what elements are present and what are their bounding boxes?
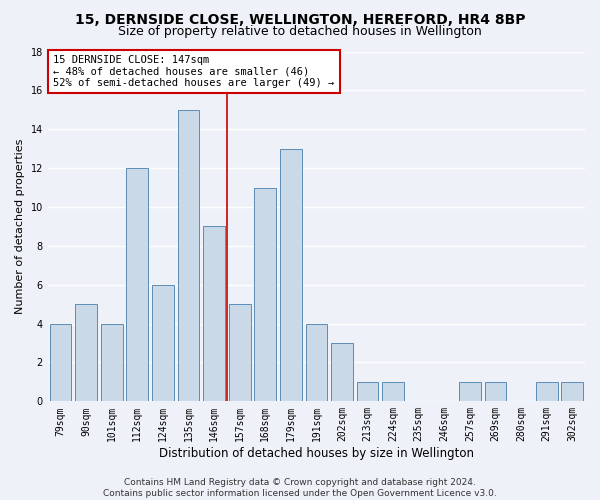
Bar: [254, 188, 276, 402]
Text: Contains HM Land Registry data © Crown copyright and database right 2024.
Contai: Contains HM Land Registry data © Crown c…: [103, 478, 497, 498]
Bar: [536, 382, 557, 402]
Bar: [356, 382, 379, 402]
Bar: [152, 284, 174, 402]
Bar: [331, 343, 353, 402]
Bar: [203, 226, 225, 402]
Bar: [178, 110, 199, 402]
Text: 15, DERNSIDE CLOSE, WELLINGTON, HEREFORD, HR4 8BP: 15, DERNSIDE CLOSE, WELLINGTON, HEREFORD…: [75, 12, 525, 26]
Bar: [485, 382, 506, 402]
Bar: [229, 304, 251, 402]
Bar: [50, 324, 71, 402]
Bar: [127, 168, 148, 402]
Bar: [305, 324, 327, 402]
Y-axis label: Number of detached properties: Number of detached properties: [15, 138, 25, 314]
Bar: [280, 148, 302, 402]
X-axis label: Distribution of detached houses by size in Wellington: Distribution of detached houses by size …: [159, 447, 474, 460]
Bar: [101, 324, 122, 402]
Text: 15 DERNSIDE CLOSE: 147sqm
← 48% of detached houses are smaller (46)
52% of semi-: 15 DERNSIDE CLOSE: 147sqm ← 48% of detac…: [53, 55, 334, 88]
Text: Size of property relative to detached houses in Wellington: Size of property relative to detached ho…: [118, 25, 482, 38]
Bar: [459, 382, 481, 402]
Bar: [382, 382, 404, 402]
Bar: [562, 382, 583, 402]
Bar: [75, 304, 97, 402]
